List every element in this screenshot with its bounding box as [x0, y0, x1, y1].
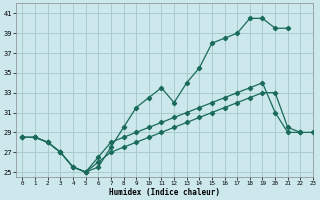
X-axis label: Humidex (Indice chaleur): Humidex (Indice chaleur) [109, 188, 220, 197]
